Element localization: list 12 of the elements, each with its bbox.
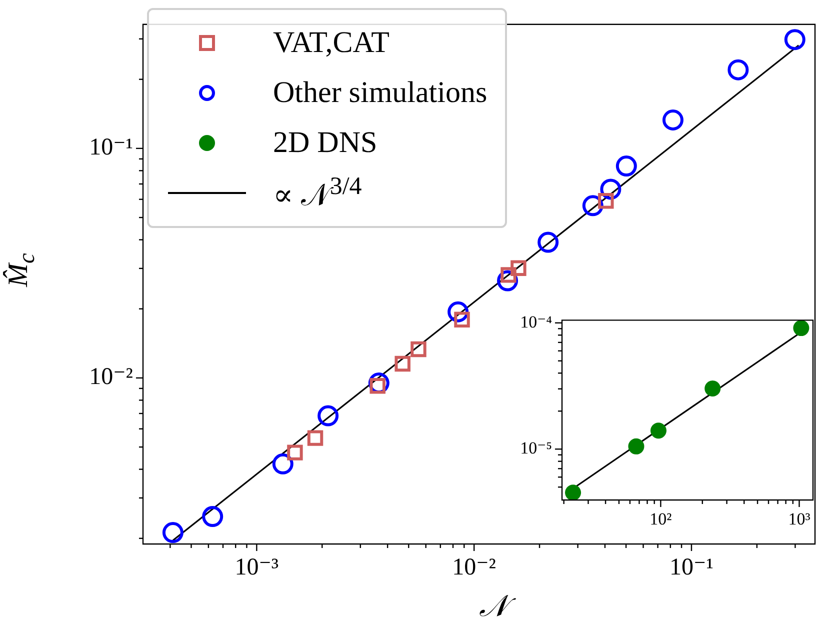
legend-label: ∝ 𝒩$^{3/4}$ bbox=[273, 173, 362, 213]
x-tick-label: 10⁻³ bbox=[234, 554, 279, 581]
y-tick-label: 10⁻⁴ bbox=[520, 312, 552, 332]
x-tick-label: 10³ bbox=[788, 510, 810, 529]
x-tick-label: 10⁻¹ bbox=[670, 554, 714, 581]
x-tick-label: 10² bbox=[650, 510, 672, 529]
y-tick-label: 10⁻⁵ bbox=[520, 438, 552, 458]
legend-label: 2D DNS bbox=[273, 126, 378, 160]
legend-label: VAT,CAT bbox=[273, 26, 390, 60]
legend-label: Other simulations bbox=[273, 76, 488, 110]
x-tick-label: 10⁻² bbox=[452, 554, 496, 581]
x-axis-title: 𝒩 bbox=[478, 590, 517, 624]
